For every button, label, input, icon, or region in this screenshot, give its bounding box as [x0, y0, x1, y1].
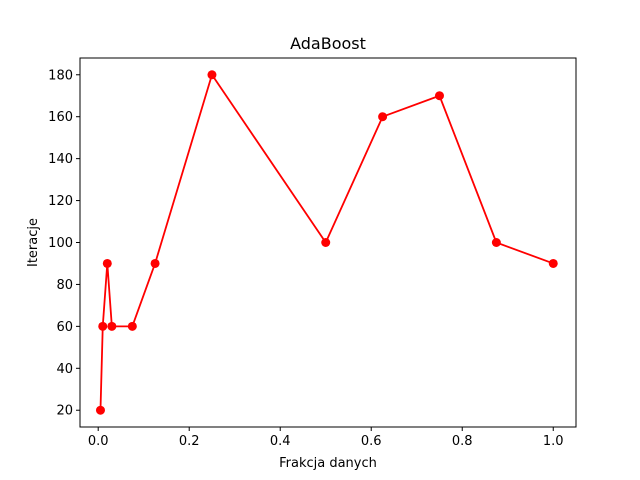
y-tick-label: 20	[56, 404, 73, 419]
x-tick-label: 0.2	[179, 434, 200, 449]
x-axis-ticks: 0.0 0.2 0.4 0.6 0.8 1.0	[88, 427, 564, 449]
y-tick-label: 120	[48, 194, 73, 209]
data-point	[548, 258, 558, 268]
data-point	[150, 258, 160, 268]
y-tick-label: 100	[48, 236, 73, 251]
x-axis-label: Frakcja danych	[279, 456, 377, 471]
y-tick-label: 80	[56, 278, 73, 293]
series-layer	[95, 70, 558, 415]
x-tick-label: 0.6	[361, 434, 382, 449]
y-tick-label: 140	[48, 152, 73, 167]
data-point	[321, 238, 331, 247]
chart-title: AdaBoost	[290, 34, 366, 53]
data-point	[434, 91, 444, 101]
y-tick-label: 180	[48, 68, 73, 83]
data-point	[378, 112, 388, 122]
x-tick-label: 0.4	[270, 434, 291, 449]
data-point	[95, 405, 105, 415]
series-line	[99, 73, 554, 411]
data-point	[102, 258, 112, 268]
axes-frame	[79, 57, 577, 428]
data-point	[491, 238, 501, 247]
y-axis-ticks: 20 40 60 80 100 120 140 160 180	[48, 68, 80, 419]
data-point	[107, 321, 117, 331]
data-point	[127, 321, 137, 331]
x-tick-label: 1.0	[543, 434, 564, 449]
y-tick-label: 40	[56, 362, 73, 377]
y-axis-label: Iteracje	[26, 218, 41, 267]
y-tick-label: 60	[56, 320, 73, 335]
data-point	[98, 321, 108, 331]
x-tick-label: 0.0	[88, 434, 109, 449]
y-tick-label: 160	[48, 110, 73, 125]
x-tick-label: 0.8	[452, 434, 473, 449]
data-point	[207, 70, 217, 80]
